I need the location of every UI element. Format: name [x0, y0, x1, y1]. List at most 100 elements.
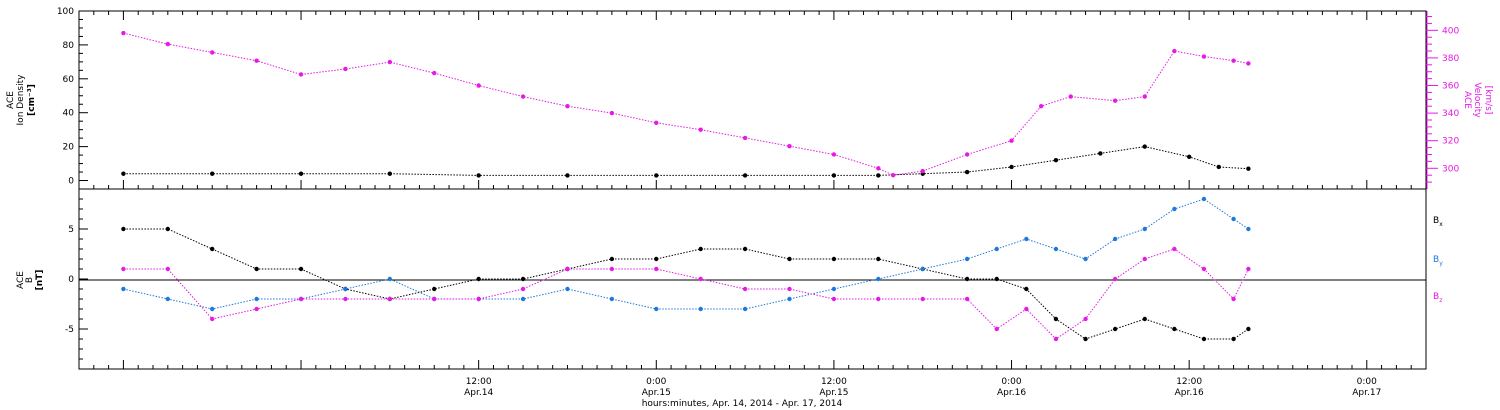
b-axis-label-line3: [nT] — [35, 270, 45, 291]
by-point — [1246, 226, 1251, 232]
density-point — [387, 171, 393, 176]
density-axis-label-line1: ACE — [6, 91, 16, 109]
velocity-point — [654, 120, 659, 125]
bx-point — [1231, 336, 1236, 342]
velocity-point — [432, 70, 437, 76]
bz-point — [387, 296, 393, 302]
density-point — [742, 173, 748, 178]
bz-point — [121, 266, 126, 272]
by-point — [654, 306, 659, 312]
by-point — [343, 286, 348, 292]
bz-point — [1053, 336, 1059, 342]
density-point — [565, 173, 570, 178]
bz-point — [298, 296, 304, 302]
bx-point — [1172, 326, 1177, 332]
bx-point — [254, 266, 259, 272]
x-tick-time-label: 0:00 — [1001, 377, 1021, 387]
bx-point — [432, 286, 437, 292]
x-tick-date-label: Apr.16 — [1175, 388, 1204, 398]
bz-point — [742, 286, 748, 292]
bz-point — [831, 296, 837, 302]
velocity-point — [387, 59, 393, 65]
velocity-point — [876, 166, 881, 171]
x-tick-date-label: Apr.14 — [464, 388, 493, 398]
bx-point — [1053, 316, 1059, 322]
by-point — [387, 276, 393, 282]
bz-point — [876, 296, 881, 302]
velocity-point — [890, 173, 896, 178]
bx-point — [298, 266, 304, 272]
legend-bx-label: B — [1433, 216, 1439, 226]
by-point — [1201, 196, 1207, 202]
bz-point — [920, 296, 925, 302]
bz-point — [787, 286, 792, 292]
bx-point — [698, 246, 703, 252]
bx-point — [654, 256, 659, 262]
velocity-point — [698, 127, 703, 132]
bx-point — [1112, 326, 1118, 332]
by-point — [698, 306, 703, 312]
x-tick-date-label: Apr.15 — [642, 388, 671, 398]
by-point — [1053, 246, 1059, 252]
legend-by-label: B — [1433, 255, 1439, 265]
by-point — [1083, 256, 1088, 262]
data-marks — [121, 30, 1251, 342]
bx-point — [476, 276, 481, 282]
velocity-point — [1231, 58, 1236, 63]
bz-point — [609, 266, 615, 272]
density-tick-label: 80 — [63, 41, 75, 51]
x-tick-time-label: 12:00 — [1176, 377, 1202, 387]
axis-tick-labels: 12:00Apr.140:00Apr.1512:00Apr.150:00Apr.… — [57, 7, 1460, 398]
by-trace — [123, 198, 1249, 310]
x-tick-time-label: 0:00 — [646, 377, 666, 387]
velocity-point — [1112, 98, 1118, 103]
bz-point — [1112, 276, 1118, 282]
velocity-point — [565, 104, 570, 109]
velocity-point — [121, 30, 126, 36]
axis-ticks — [78, 10, 1438, 369]
velocity-point — [210, 50, 215, 55]
velocity-point — [520, 94, 526, 99]
velocity-point — [609, 110, 615, 116]
density-point — [476, 173, 481, 178]
bz-point — [654, 266, 659, 272]
velocity-tick-label: 300 — [1442, 164, 1459, 174]
x-tick-time-label: 12:00 — [466, 377, 492, 387]
velocity-point — [476, 83, 481, 88]
bz-point — [1024, 306, 1029, 312]
legend-bx: Bx — [1433, 216, 1443, 228]
bz-point — [165, 266, 171, 272]
by-point — [876, 276, 881, 282]
legend-bz-sub: z — [1439, 297, 1442, 304]
velocity-point — [787, 144, 792, 149]
bz-trace — [123, 248, 1249, 340]
legend-by-sub: y — [1439, 260, 1443, 267]
bx-point — [831, 256, 837, 262]
b-tick-label: 0 — [68, 275, 74, 285]
bx-point — [520, 276, 526, 282]
velocity-point — [1068, 94, 1073, 99]
legend-bx-sub: x — [1439, 221, 1443, 228]
velocity-axis-label-line1: ACE — [1462, 91, 1472, 109]
velocity-point — [742, 135, 748, 141]
bx-point — [994, 276, 999, 282]
density-point — [210, 171, 215, 176]
density-tick-label: 100 — [57, 7, 74, 17]
bx-point — [165, 226, 171, 232]
bx-point — [742, 246, 748, 252]
velocity-point — [254, 58, 259, 63]
bx-point — [1024, 286, 1029, 292]
velocity-point — [920, 168, 925, 174]
bz-point — [1142, 256, 1147, 262]
by-point — [742, 306, 748, 312]
bz-point — [432, 296, 437, 302]
by-point — [994, 246, 999, 252]
bz-point — [520, 286, 526, 292]
bz-point — [565, 266, 570, 272]
by-point — [964, 256, 970, 262]
bx-point — [609, 256, 615, 262]
by-point — [520, 296, 526, 302]
by-point — [1231, 216, 1236, 222]
density-point — [1142, 144, 1147, 149]
velocity-point — [1201, 54, 1207, 59]
